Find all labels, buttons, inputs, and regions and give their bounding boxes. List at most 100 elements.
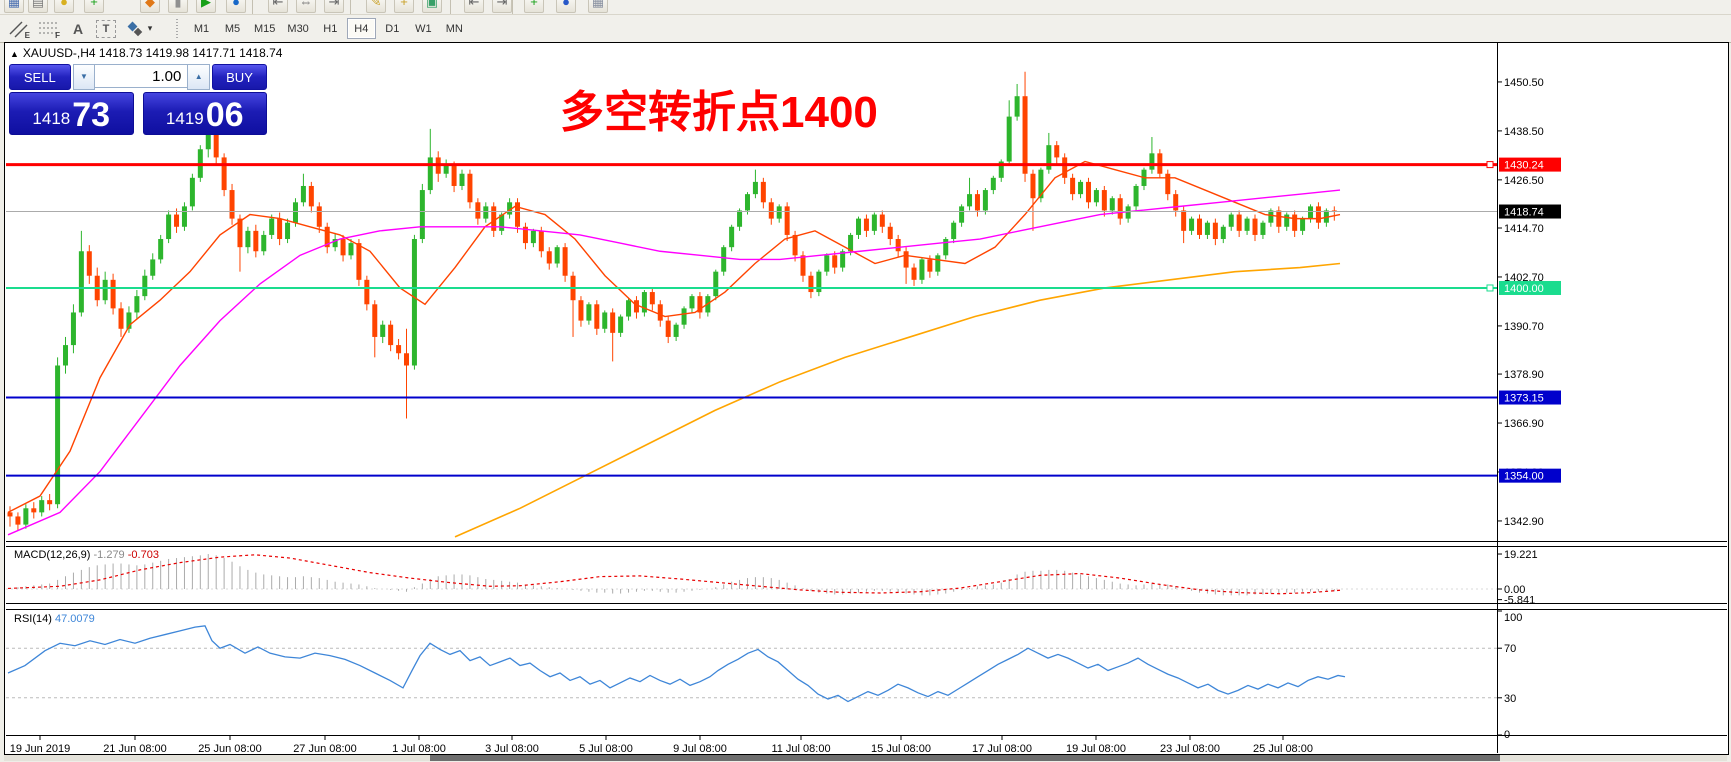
timeframe-button-d1[interactable]: D1 bbox=[378, 18, 407, 39]
rsi-axis-label: 100 bbox=[1504, 612, 1522, 624]
timeframe-button-m15[interactable]: M15 bbox=[249, 18, 280, 39]
chart-annotation-text[interactable]: 多空转折点1400 bbox=[560, 88, 878, 137]
candle-body bbox=[1212, 222, 1218, 240]
candle-body bbox=[356, 243, 362, 280]
new-order-icon[interactable]: + bbox=[84, 0, 104, 13]
add-indicator-icon[interactable]: + bbox=[524, 0, 544, 13]
candle-body bbox=[641, 292, 647, 313]
candle-body bbox=[1149, 153, 1155, 170]
text-icon[interactable]: A bbox=[72, 20, 84, 37]
candle-body bbox=[467, 173, 473, 203]
line-chart-icon[interactable]: ⇥ bbox=[324, 0, 344, 13]
buy-button[interactable]: BUY bbox=[212, 64, 267, 90]
collapse-panel-icon[interactable]: ▲ bbox=[10, 49, 19, 59]
candle-body bbox=[522, 226, 528, 244]
one-click-trading-panel: SELL ▼ ▲ BUY 1418 73 1419 06 bbox=[9, 64, 267, 135]
candle-body bbox=[78, 251, 84, 313]
candle-body bbox=[237, 218, 243, 248]
line-handle[interactable] bbox=[1486, 161, 1494, 169]
candle-body bbox=[959, 206, 965, 223]
candle-body bbox=[1244, 218, 1250, 231]
candle-body bbox=[673, 324, 679, 337]
rsi-value: 47.0079 bbox=[54, 613, 95, 625]
timeframe-button-h1[interactable]: H1 bbox=[316, 18, 345, 39]
sphere-icon[interactable]: ● bbox=[556, 0, 576, 13]
macd-signal-value: -0.703 bbox=[127, 549, 159, 561]
timeframe-button-m5[interactable]: M5 bbox=[218, 18, 247, 39]
help-globe-icon[interactable]: ● bbox=[226, 0, 246, 13]
time-axis-label: 15 Jul 08:00 bbox=[871, 743, 931, 755]
profiles-icon[interactable]: ▤ bbox=[28, 0, 48, 13]
bar-chart-icon[interactable]: ⇤ bbox=[268, 0, 288, 13]
equidistant-channel-icon[interactable]: E bbox=[6, 18, 30, 40]
rsi-label: RSI(14) 47.0079 bbox=[14, 613, 95, 625]
volume-decrease-button[interactable]: ▼ bbox=[72, 64, 96, 90]
candle-body bbox=[594, 304, 600, 329]
cursor-icon[interactable]: ✎ bbox=[366, 0, 386, 13]
candle-body bbox=[848, 234, 854, 252]
text-label-icon[interactable]: T bbox=[96, 19, 116, 38]
candle-body bbox=[388, 324, 394, 346]
toolbar-separator bbox=[350, 0, 351, 14]
rsi-axis-label: 30 bbox=[1504, 693, 1516, 705]
candle-body bbox=[158, 239, 164, 260]
candle-body bbox=[951, 222, 957, 240]
autotrading-icon[interactable]: ▶ bbox=[196, 0, 216, 13]
time-axis-label: 19 Jul 08:00 bbox=[1066, 743, 1126, 755]
grid-icon[interactable]: ▦ bbox=[588, 0, 608, 13]
candle-body bbox=[189, 177, 195, 207]
crosshair-icon[interactable]: + bbox=[394, 0, 414, 13]
timeframe-button-m1[interactable]: M1 bbox=[187, 18, 216, 39]
timeframe-button-m30[interactable]: M30 bbox=[282, 18, 313, 39]
zoom-icon[interactable]: ● bbox=[54, 0, 74, 13]
zoom-in-icon[interactable]: ⇤ bbox=[464, 0, 484, 13]
scrollbar-handle[interactable] bbox=[430, 755, 1500, 761]
price-badge bbox=[1499, 468, 1561, 483]
ma-fast-line bbox=[7, 160, 1341, 513]
candle-body bbox=[752, 181, 758, 195]
buy-price-pips: 06 bbox=[205, 96, 244, 134]
symbol-ohlc-text: XAUUSD-,H4 1418.73 1419.98 1417.71 1418.… bbox=[22, 46, 283, 60]
candle-body bbox=[515, 202, 521, 227]
candle-body bbox=[269, 218, 275, 235]
line-handle[interactable] bbox=[1486, 284, 1494, 292]
candle-body bbox=[499, 214, 505, 231]
candle-body bbox=[943, 239, 949, 256]
candle-body bbox=[411, 239, 417, 366]
toolbar-separator bbox=[450, 0, 451, 14]
buy-price-box[interactable]: 1419 06 bbox=[142, 92, 267, 135]
arrow-tools-icon[interactable]: ▾ bbox=[122, 18, 156, 39]
sell-button[interactable]: SELL bbox=[9, 64, 71, 90]
timeframe-button-w1[interactable]: W1 bbox=[409, 18, 438, 39]
zoom-out-icon[interactable]: ⇥ bbox=[492, 0, 512, 13]
indicators-icon[interactable]: ◆ bbox=[140, 0, 160, 13]
candle-body bbox=[824, 255, 830, 272]
candle-body bbox=[332, 239, 338, 248]
price-axis-label: 1402.70 bbox=[1504, 272, 1544, 284]
template-icon[interactable]: ▣ bbox=[422, 0, 442, 13]
candle-body bbox=[602, 312, 608, 329]
sell-price-box[interactable]: 1418 73 bbox=[9, 92, 134, 135]
candle-body bbox=[1173, 194, 1179, 211]
fibonacci-icon[interactable]: F bbox=[36, 18, 60, 40]
volume-increase-button[interactable]: ▲ bbox=[187, 64, 211, 90]
candle-body bbox=[982, 190, 988, 211]
volume-input[interactable] bbox=[95, 64, 188, 88]
candle-body bbox=[998, 161, 1004, 178]
candle-body bbox=[689, 296, 695, 309]
candle-body bbox=[1046, 145, 1052, 170]
candle-body bbox=[15, 516, 21, 525]
timeframe-button-mn[interactable]: MN bbox=[440, 18, 469, 39]
price-badge bbox=[1499, 157, 1561, 172]
candle-body bbox=[1133, 185, 1139, 207]
candle-body bbox=[1323, 210, 1329, 223]
depth-of-market-icon[interactable]: ▮ bbox=[168, 0, 188, 13]
timeframe-button-h4[interactable]: H4 bbox=[346, 18, 376, 39]
chart-window-icon[interactable]: ▦ bbox=[4, 0, 24, 13]
candle-body bbox=[1189, 218, 1195, 231]
candlestick-icon[interactable]: ⇔ bbox=[296, 0, 316, 13]
candle-body bbox=[1085, 181, 1091, 203]
price-axis-label: 1378.90 bbox=[1504, 369, 1544, 381]
candle-body bbox=[586, 304, 592, 321]
candle-body bbox=[221, 157, 227, 191]
